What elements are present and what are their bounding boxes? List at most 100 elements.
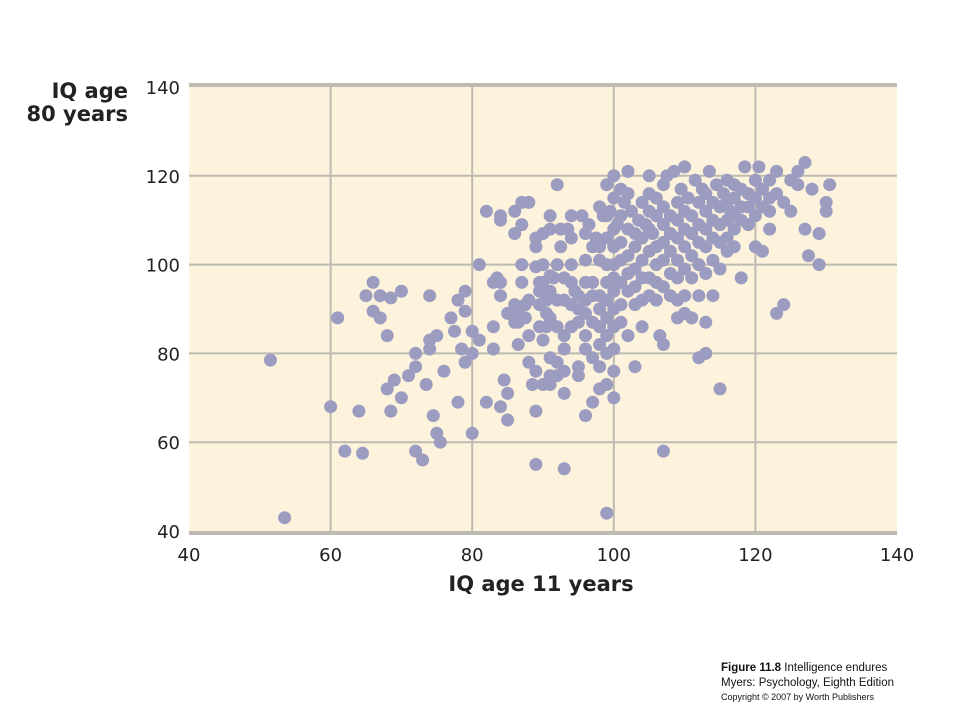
data-point [586, 351, 600, 365]
data-point [702, 164, 716, 178]
data-point [727, 240, 741, 254]
data-point [571, 369, 585, 383]
data-point [656, 218, 670, 232]
data-point [529, 457, 543, 471]
data-point [554, 240, 568, 254]
data-point [472, 333, 486, 347]
data-point [522, 329, 536, 343]
data-point [593, 302, 607, 316]
data-point [671, 213, 684, 227]
data-point [784, 204, 798, 218]
data-point [501, 306, 515, 320]
data-point [692, 195, 706, 209]
data-point [741, 218, 755, 232]
data-point [536, 258, 550, 272]
data-point [373, 311, 387, 325]
data-point [699, 315, 713, 329]
data-point [430, 329, 444, 343]
data-point [706, 253, 720, 267]
data-point [525, 378, 539, 391]
data-point [692, 289, 706, 303]
data-point [678, 160, 692, 174]
data-point [671, 253, 684, 267]
figure-caption: Figure 11.8 Intelligence endures Myers: … [721, 661, 956, 703]
data-points [263, 156, 837, 525]
data-point [593, 338, 607, 351]
data-point [409, 346, 423, 360]
data-point [699, 187, 713, 201]
x-tick-label: 40 [178, 545, 201, 566]
data-point [550, 178, 564, 192]
data-point [685, 209, 699, 223]
data-point [582, 218, 596, 232]
data-point [748, 191, 762, 205]
data-point [600, 293, 614, 307]
data-point [748, 173, 762, 187]
data-point [465, 324, 479, 338]
data-point [263, 353, 277, 367]
data-point [543, 209, 557, 223]
data-point [380, 382, 394, 396]
data-point [593, 320, 607, 334]
data-point [663, 244, 677, 258]
data-point [646, 227, 660, 240]
data-point [656, 235, 670, 249]
data-point [444, 311, 458, 325]
data-point [278, 511, 292, 525]
bottom-axis-line [189, 531, 897, 535]
data-point [486, 342, 500, 356]
data-point [678, 262, 692, 276]
data-point [656, 280, 670, 294]
data-point [607, 169, 621, 183]
data-point [479, 204, 493, 218]
data-point [699, 346, 713, 360]
data-point [699, 204, 713, 218]
data-point [674, 182, 688, 196]
data-point [394, 284, 408, 298]
data-point [798, 156, 812, 169]
data-point [465, 426, 479, 440]
data-point [543, 284, 557, 298]
data-point [458, 284, 472, 298]
data-point [614, 275, 628, 289]
data-point [791, 178, 805, 192]
data-point [614, 235, 628, 249]
axis-lines [189, 83, 897, 535]
data-point [529, 240, 543, 254]
y-tick-label: 100 [146, 256, 180, 277]
data-point [579, 253, 592, 267]
figure-title: Intelligence endures [784, 662, 888, 674]
data-point [727, 191, 741, 205]
y-tick-label: 120 [146, 167, 180, 188]
data-point [656, 200, 670, 214]
data-point [685, 227, 699, 240]
data-point [593, 240, 607, 254]
data-point [437, 364, 451, 378]
data-point [802, 249, 815, 263]
data-point [451, 293, 465, 307]
data-point [586, 275, 600, 289]
data-point [557, 329, 571, 343]
data-point [579, 306, 592, 320]
data-point [501, 413, 515, 427]
data-point [494, 209, 507, 223]
data-point [380, 329, 394, 343]
data-point [458, 355, 472, 369]
data-point [756, 244, 769, 258]
data-point [692, 258, 706, 272]
data-point [373, 289, 387, 303]
data-point [685, 271, 699, 285]
data-point [557, 462, 571, 476]
data-point [798, 222, 812, 236]
data-point [338, 444, 352, 458]
data-point [494, 275, 507, 289]
x-axis-title: IQ age 11 years [448, 572, 633, 596]
data-point [628, 360, 642, 374]
top-axis-line [189, 83, 897, 87]
data-point [607, 191, 621, 205]
data-point [543, 378, 557, 391]
data-point [600, 178, 614, 192]
data-point [685, 311, 699, 325]
data-point [557, 364, 571, 378]
data-point [763, 222, 777, 236]
